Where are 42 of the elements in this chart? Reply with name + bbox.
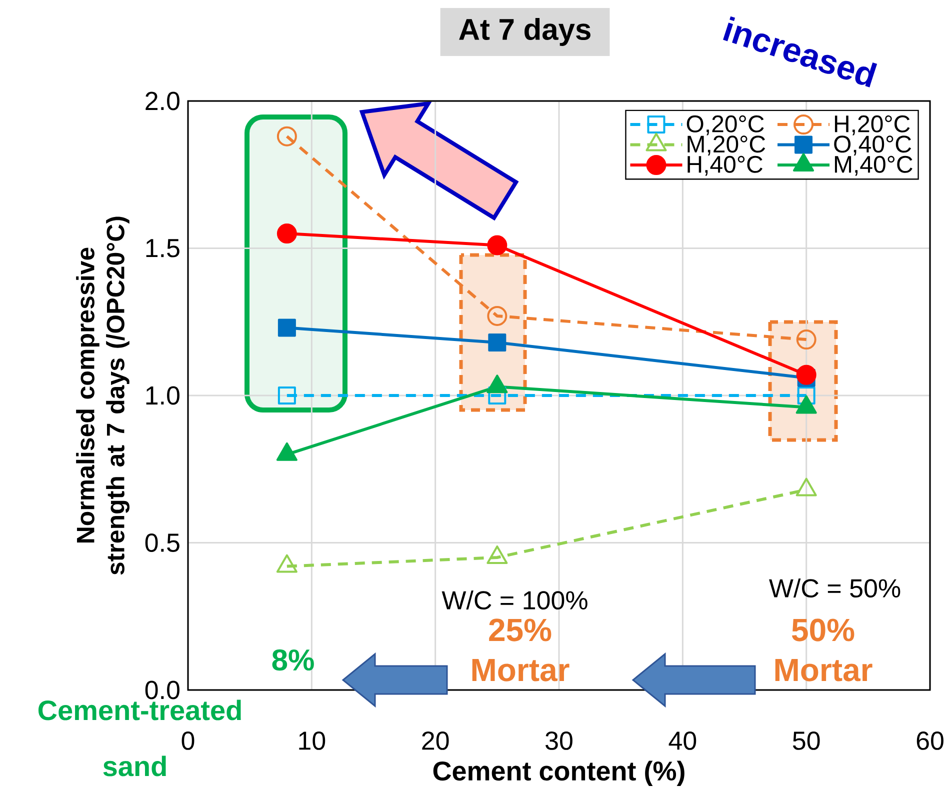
chart-title: At 7 days — [459, 18, 590, 46]
x-tick-label: 40 — [668, 732, 696, 750]
legend-label: M,20°C — [688, 136, 766, 156]
point — [488, 333, 506, 352]
point — [486, 545, 508, 564]
point — [487, 306, 508, 326]
point — [487, 235, 508, 256]
point — [278, 386, 296, 404]
point — [278, 318, 296, 337]
x-tick-label: 20 — [422, 732, 449, 750]
y-tick-label: 1.0 — [146, 386, 180, 405]
point — [796, 478, 817, 496]
x-tick-label: 50 — [792, 732, 820, 750]
y-tick-label: 0.5 — [145, 534, 180, 552]
text: sand — [103, 756, 166, 776]
y-tick-label: 2.0 — [146, 92, 180, 110]
legend-label: H,20°C — [834, 115, 910, 136]
point — [276, 554, 298, 573]
x-tick-label: 60 — [916, 732, 944, 750]
text: Cement-treated — [38, 700, 241, 720]
annotation: 8% — [272, 649, 314, 671]
annotation: W/C = 100% — [442, 590, 588, 610]
legend-label: O,40°C — [834, 136, 912, 156]
point — [488, 386, 506, 404]
annotation: W/C = 50% — [769, 578, 900, 598]
point — [797, 386, 816, 404]
y-tick-label: 1.5 — [146, 239, 180, 258]
x-tick-label: 10 — [299, 732, 326, 750]
x-axis-title: Cement content (%) — [433, 760, 684, 786]
point — [276, 224, 297, 244]
point — [276, 442, 298, 461]
y-tick-label: 0.0 — [145, 680, 180, 700]
point — [796, 364, 816, 385]
point — [796, 330, 816, 350]
x-tick-label: 30 — [546, 732, 572, 750]
legend-label: O,20°C — [686, 115, 764, 136]
legend-label: M,40°C — [834, 156, 912, 176]
legend-label: H,40°C — [688, 156, 762, 176]
annotation: 50% Mortar — [775, 618, 872, 682]
annotation: 25% Mortar — [472, 618, 570, 682]
y-axis-title: Normalised compressive strength at 7 days (/OPC20°C) — [76, 216, 130, 575]
x-tick-label: 0 — [182, 732, 194, 750]
